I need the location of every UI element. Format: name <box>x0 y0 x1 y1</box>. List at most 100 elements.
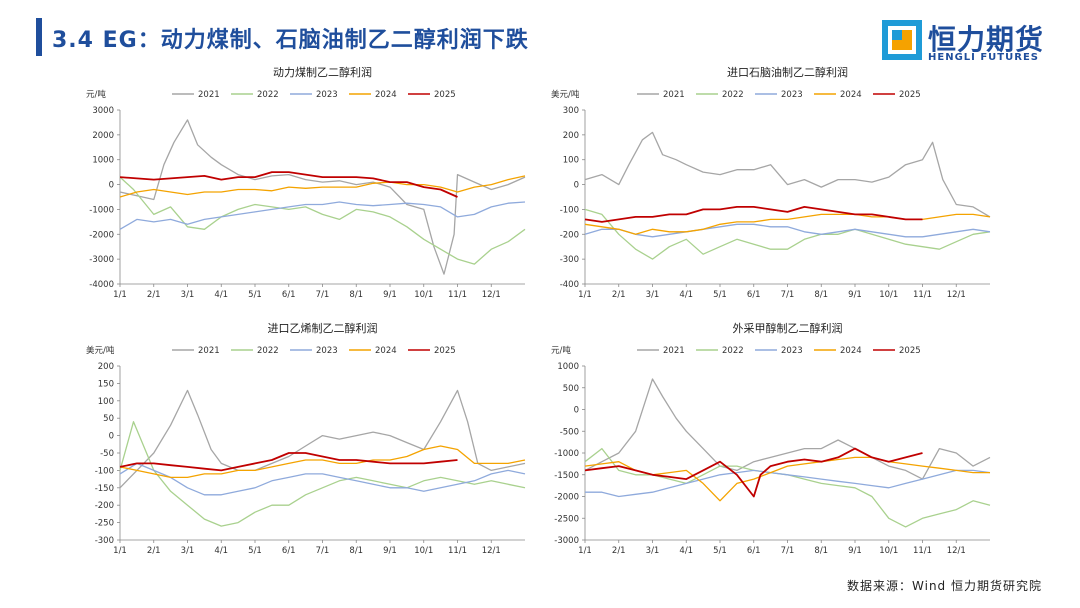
y-tick-label: -400 <box>560 280 579 290</box>
x-tick-label: 6/1 <box>282 290 296 300</box>
x-tick-label: 4/1 <box>214 546 228 556</box>
y-tick-label: -200 <box>95 501 114 511</box>
legend-label-2025: 2025 <box>899 346 921 356</box>
y-unit-label: 元/吨 <box>86 89 106 100</box>
series-line-2022 <box>584 447 991 528</box>
legend-label-2021: 2021 <box>198 346 220 356</box>
x-tick-label: 11/1 <box>913 290 932 300</box>
x-tick-label: 8/1 <box>814 546 828 556</box>
series-line-2025 <box>119 171 458 198</box>
data-source-note: 数据来源：Wind 恒力期货研究院 <box>847 579 1042 593</box>
chart-ethylene-eg-profit: 进口乙烯制乙二醇利润 美元/吨 2021 2022 2023 2024 2025 200 150… <box>80 318 540 558</box>
x-tick-label: 12/1 <box>482 290 501 300</box>
legend-label-2023: 2023 <box>316 346 338 356</box>
legend-label-2023: 2023 <box>781 346 803 356</box>
x-tick-label: 3/1 <box>646 290 660 300</box>
chart-naphtha-eg-profit: 进口石脑油制乙二醇利润 美元/吨 2021 2022 2023 2024 2025 300 20… <box>545 62 1005 302</box>
y-tick-label: -1000 <box>89 205 114 215</box>
series-line-2024 <box>584 456 990 502</box>
x-tick-label: 4/1 <box>214 290 228 300</box>
series-line-2025 <box>584 205 923 223</box>
x-tick-label: 2/1 <box>612 290 626 300</box>
x-tick-label: 5/1 <box>248 290 262 300</box>
x-tick-label: 10/1 <box>879 290 898 300</box>
y-tick-label: -250 <box>95 519 114 529</box>
y-tick-label: -500 <box>560 427 579 437</box>
series-line-2022 <box>119 176 526 265</box>
y-tick-label: 0 <box>574 181 579 191</box>
x-tick-label: 1/1 <box>113 546 127 556</box>
y-unit-label: 美元/吨 <box>86 345 115 356</box>
y-tick-label: 100 <box>98 397 114 407</box>
y-tick-label: 100 <box>563 156 579 166</box>
series-line-2021 <box>584 131 991 218</box>
x-tick-label: 4/1 <box>679 290 693 300</box>
series-line-2023 <box>119 201 526 230</box>
legend-label-2021: 2021 <box>663 346 685 356</box>
y-tick-label: 50 <box>103 414 114 424</box>
x-tick-label: 8/1 <box>349 290 363 300</box>
legend-label-2023: 2023 <box>316 90 338 100</box>
x-tick-label: 9/1 <box>848 546 862 556</box>
y-tick-label: -3000 <box>554 536 579 546</box>
y-tick-label: -100 <box>560 205 579 215</box>
company-logo: 恒力期货 HENGLI FUTURES <box>882 18 1072 66</box>
logo-subtext: HENGLI FUTURES <box>928 52 1039 62</box>
y-tick-label: -1000 <box>554 449 579 459</box>
y-tick-label: -4000 <box>89 280 114 290</box>
x-tick-label: 1/1 <box>578 290 592 300</box>
series-line-2025 <box>119 452 458 472</box>
x-tick-label: 12/1 <box>947 546 966 556</box>
x-tick-label: 5/1 <box>248 546 262 556</box>
series-line-2025 <box>584 447 923 498</box>
x-tick-label: 2/1 <box>147 290 161 300</box>
y-tick-label: -2500 <box>554 514 579 524</box>
y-tick-label: -100 <box>95 466 114 476</box>
series-line-2021 <box>584 378 991 480</box>
y-tick-label: -200 <box>560 230 579 240</box>
x-tick-label: 1/1 <box>113 290 127 300</box>
series-line-2022 <box>119 421 526 527</box>
y-tick-label: -3000 <box>89 255 114 265</box>
x-tick-label: 3/1 <box>646 546 660 556</box>
series-line-2024 <box>119 445 526 479</box>
y-tick-label: -1500 <box>554 471 579 481</box>
chart-coal-eg-profit: 动力煤制乙二醇利润 元/吨 2021 2022 2023 2024 2025 3000 2000… <box>80 62 540 302</box>
legend-label-2025: 2025 <box>434 90 456 100</box>
x-tick-label: 9/1 <box>383 546 397 556</box>
x-tick-label: 5/1 <box>713 290 727 300</box>
y-tick-label: -150 <box>95 484 114 494</box>
x-tick-label: 5/1 <box>713 546 727 556</box>
x-tick-label: 11/1 <box>448 290 467 300</box>
x-tick-label: 7/1 <box>316 290 330 300</box>
x-tick-label: 4/1 <box>679 546 693 556</box>
x-tick-label: 8/1 <box>814 290 828 300</box>
y-unit-label: 美元/吨 <box>551 89 580 100</box>
title-accent-bar <box>36 18 42 56</box>
x-tick-label: 7/1 <box>316 546 330 556</box>
chart-title: 动力煤制乙二醇利润 <box>273 65 372 79</box>
legend-label-2024: 2024 <box>375 346 397 356</box>
series-line-2021 <box>119 119 526 275</box>
x-tick-label: 10/1 <box>414 290 433 300</box>
y-tick-label: 300 <box>563 106 579 116</box>
y-tick-label: -2000 <box>89 230 114 240</box>
y-tick-label: 2000 <box>92 131 114 141</box>
x-tick-label: 9/1 <box>383 290 397 300</box>
x-tick-label: 2/1 <box>147 546 161 556</box>
y-tick-label: 500 <box>563 384 579 394</box>
series-line-2021 <box>119 389 526 489</box>
y-unit-label: 元/吨 <box>551 345 571 356</box>
x-tick-label: 6/1 <box>747 290 761 300</box>
series-line-2023 <box>119 462 526 496</box>
x-tick-label: 2/1 <box>612 546 626 556</box>
series-line-2024 <box>119 175 526 198</box>
x-tick-label: 11/1 <box>448 546 467 556</box>
x-tick-label: 6/1 <box>282 546 296 556</box>
y-tick-label: 0 <box>574 406 579 416</box>
x-tick-label: 3/1 <box>181 546 195 556</box>
page-title: 3.4 EG：动力煤制、石脑油制乙二醇利润下跌 <box>52 28 529 53</box>
